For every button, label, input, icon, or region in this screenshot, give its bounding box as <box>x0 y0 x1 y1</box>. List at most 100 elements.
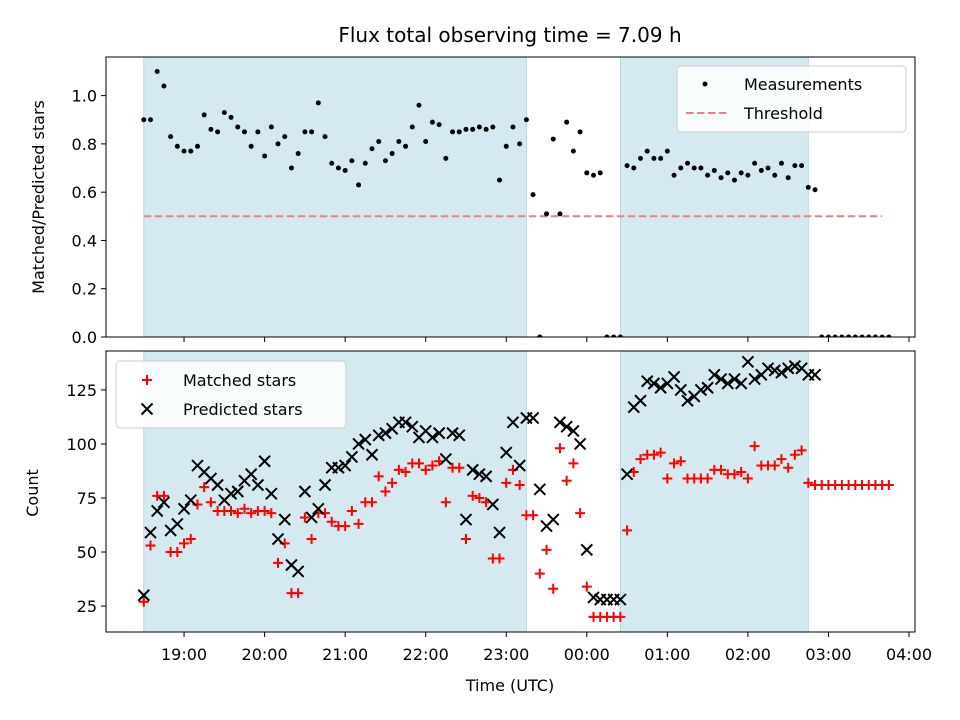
predicted-point <box>365 448 379 461</box>
x-tick-label: 21:00 <box>322 645 368 664</box>
predicted-point <box>453 429 466 442</box>
measurement-point <box>557 211 563 217</box>
measurement-point <box>262 153 268 159</box>
predicted-point <box>177 502 191 515</box>
predicted-point <box>573 437 587 451</box>
measurement-point <box>517 141 523 147</box>
predicted-point <box>647 377 661 390</box>
predicted-point <box>258 455 271 468</box>
x-tick-label: 22:00 <box>403 645 449 664</box>
measurement-point <box>785 175 791 181</box>
measurement-point <box>235 124 241 130</box>
predicted-point <box>338 459 352 472</box>
predicted-point <box>244 468 258 481</box>
matched-point <box>239 503 250 514</box>
measurement-point <box>839 334 845 337</box>
measurement-point <box>872 334 878 337</box>
matched-point <box>514 480 525 491</box>
measurement-point <box>322 134 328 140</box>
measurement-point <box>604 334 610 337</box>
measurement-point <box>792 163 798 169</box>
legend-box <box>115 360 347 429</box>
matched-point <box>716 464 727 475</box>
y-tick-label: 125 <box>66 381 97 400</box>
measurement-point <box>523 117 529 123</box>
x-tick-label: 01:00 <box>644 645 690 664</box>
x-tick-label: 04:00 <box>886 645 932 664</box>
matched-point <box>293 588 304 599</box>
matched-point <box>440 497 451 508</box>
legend: Matched stars Predicted stars <box>115 360 347 429</box>
matched-point <box>494 553 505 564</box>
measurement-point <box>866 334 872 337</box>
matched-point <box>581 581 592 592</box>
measurement-point <box>752 160 758 166</box>
measurement-point <box>550 136 556 142</box>
legend-label-threshold: Threshold <box>743 104 823 123</box>
matched-point <box>742 473 753 484</box>
measurement-point <box>731 177 737 183</box>
matched-point <box>467 490 478 501</box>
measurement-point <box>684 160 690 166</box>
predicted-point <box>379 426 392 440</box>
matched-point <box>205 497 216 508</box>
matched-point <box>326 516 337 527</box>
predicted-point <box>278 513 291 526</box>
matched-point <box>749 441 760 452</box>
predicted-point <box>721 377 734 390</box>
measurement-point <box>678 165 684 171</box>
measurement-point <box>825 334 831 337</box>
measurement-point <box>470 126 476 132</box>
measurement-point <box>228 114 234 120</box>
measurement-point <box>644 148 650 154</box>
matched-point <box>541 544 552 555</box>
matched-point <box>615 611 626 622</box>
matched-point <box>769 460 780 471</box>
measurement-point <box>497 177 503 183</box>
predicted-point <box>312 502 325 515</box>
measurement-point <box>859 334 865 337</box>
predicted-point <box>533 483 547 496</box>
predicted-point <box>587 591 600 604</box>
matched-point <box>568 458 579 469</box>
x-tick-label: 20:00 <box>242 645 288 664</box>
matched-point <box>273 557 284 568</box>
matched-point <box>883 480 894 491</box>
measurement-point <box>772 172 778 178</box>
matched-point <box>548 583 559 594</box>
measurement-point <box>194 143 200 149</box>
matched-point <box>675 456 686 467</box>
matched-point <box>501 477 512 488</box>
predicted-point <box>184 493 197 507</box>
xlabel: Time (UTC) <box>465 676 554 695</box>
measurement-point <box>241 129 247 135</box>
y-tick-label: 0.2 <box>72 280 97 299</box>
predicted-point <box>513 459 526 472</box>
measurement-point <box>409 124 415 130</box>
predicted-point <box>466 463 479 477</box>
matched-point <box>387 477 398 488</box>
measurement-point <box>711 167 717 173</box>
measurement-point <box>886 334 892 337</box>
predicted-point <box>406 420 419 433</box>
predicted-point <box>634 394 647 407</box>
predicted-point <box>231 485 244 498</box>
measurement-point <box>282 134 288 140</box>
measurement-point <box>450 129 456 135</box>
predicted-point <box>432 426 446 440</box>
measurement-point <box>597 170 603 176</box>
predicted-point <box>641 375 654 388</box>
predicted-point <box>372 429 385 442</box>
predicted-point <box>567 424 580 438</box>
matched-point <box>172 547 183 558</box>
measurement-point <box>852 334 858 337</box>
predicted-point <box>781 362 795 375</box>
matched-point <box>400 467 411 478</box>
predicted-point <box>298 485 312 498</box>
predicted-point <box>788 359 802 373</box>
matched-point <box>145 540 156 551</box>
measurement-point <box>295 151 301 157</box>
predicted-point <box>553 416 567 429</box>
matched-point <box>199 482 210 493</box>
matched-point <box>420 464 431 475</box>
